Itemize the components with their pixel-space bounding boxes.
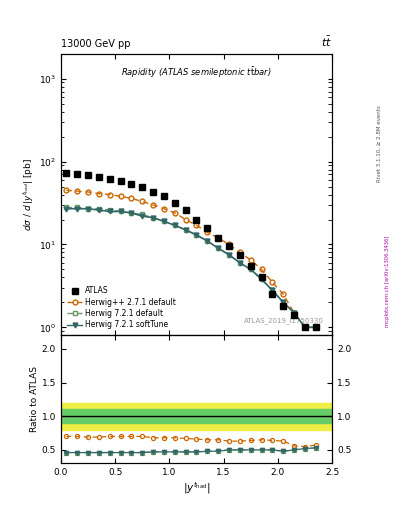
Text: mcplots.cern.ch [arXiv:1306.3436]: mcplots.cern.ch [arXiv:1306.3436]: [385, 236, 389, 327]
Y-axis label: Ratio to ATLAS: Ratio to ATLAS: [30, 367, 39, 432]
Legend: ATLAS, Herwig++ 2.7.1 default, Herwig 7.2.1 default, Herwig 7.2.1 softTune: ATLAS, Herwig++ 2.7.1 default, Herwig 7.…: [65, 284, 178, 332]
Text: 13000 GeV pp: 13000 GeV pp: [61, 38, 130, 49]
X-axis label: $|y^{t_{\rm had}}|$: $|y^{t_{\rm had}}|$: [183, 480, 210, 496]
Text: Rivet 3.1.10, ≥ 2.8M events: Rivet 3.1.10, ≥ 2.8M events: [377, 105, 382, 182]
Y-axis label: $d\sigma$ / $d\,|y^{t_{\rm had}}|$ [pb]: $d\sigma$ / $d\,|y^{t_{\rm had}}|$ [pb]: [22, 158, 36, 231]
Text: $t\bar{t}$: $t\bar{t}$: [321, 34, 332, 49]
Text: ATLAS_2019_I1750330: ATLAS_2019_I1750330: [244, 317, 324, 324]
Text: Rapidity (ATLAS semileptonic t$\bar{\rm t}$bar): Rapidity (ATLAS semileptonic t$\bar{\rm …: [121, 65, 272, 80]
